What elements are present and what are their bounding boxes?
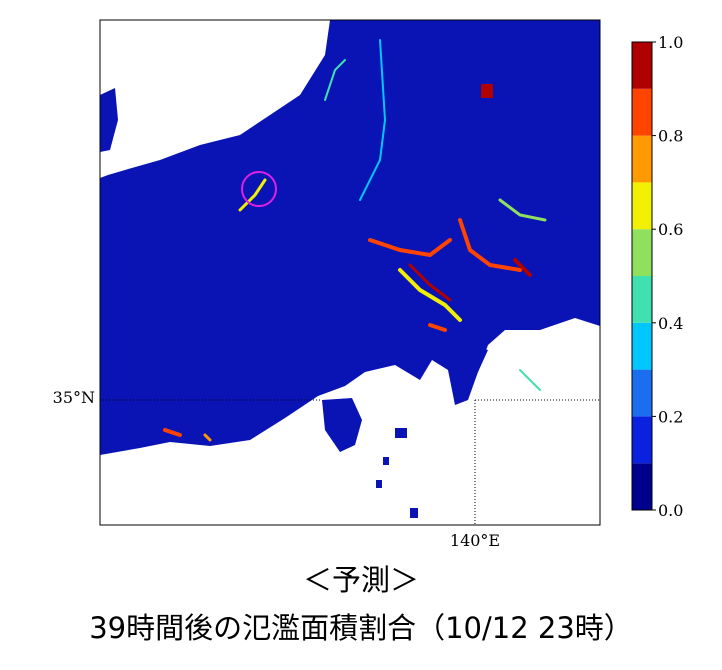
lon-label: 140°E: [450, 531, 500, 550]
colorbar: 0.0 0.2 0.4 0.6 0.8 1.0: [631, 33, 683, 520]
highlight-circle: [241, 171, 277, 207]
lat-label: 35°N: [53, 388, 95, 407]
sea: [100, 20, 330, 178]
colorbar-bin: [632, 416, 652, 464]
caption-line1: ＜予測＞: [303, 563, 419, 597]
colorbar-tick-label: 0.2: [658, 407, 683, 426]
colorbar-tick-label: 0.0: [658, 501, 683, 520]
colorbar-frame: [631, 41, 653, 511]
island: [376, 480, 382, 488]
island: [410, 508, 418, 518]
map: 35°N 140°E: [53, 19, 601, 550]
colorbar-bin: [632, 276, 652, 323]
colorbar-bin: [632, 182, 652, 230]
island: [395, 428, 407, 438]
island: [383, 457, 389, 465]
peninsula: [455, 345, 488, 405]
colorbar-bin: [632, 369, 652, 417]
colorbar-tick-label: 0.4: [658, 314, 683, 333]
colorbar-tick-label: 1.0: [658, 33, 683, 52]
colorbar-bin: [632, 88, 652, 136]
caption-line2: 39時間後の氾濫面積割合（10/12 23時）: [89, 611, 633, 645]
colorbar-tick-label: 0.6: [658, 220, 683, 239]
colorbar-tick-label: 0.8: [658, 127, 683, 146]
colorbar-bin: [632, 135, 652, 183]
colorbar-bin: [632, 463, 652, 510]
colorbar-bin: [632, 229, 652, 276]
flood-streaks: [163, 39, 547, 442]
flood-spot: [481, 84, 493, 98]
map-frame: [99, 19, 601, 526]
colorbar-bin: [632, 42, 652, 89]
peninsula: [322, 398, 362, 452]
colorbar-bin: [632, 322, 652, 370]
island: [100, 88, 118, 152]
